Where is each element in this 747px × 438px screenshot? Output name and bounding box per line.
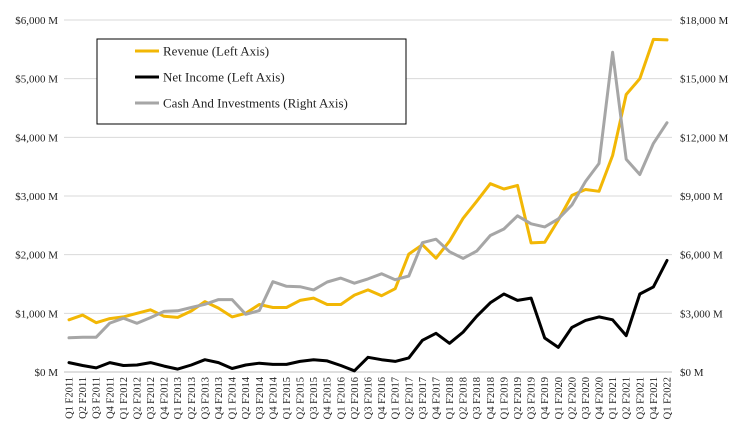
- x-axis-tick-label: Q3 F2014: [255, 376, 266, 419]
- left-axis-tick-label: $5,000 M: [15, 74, 58, 86]
- right-axis-tick-label: $9,000 M: [680, 191, 723, 203]
- x-axis-tick-label: Q2 F2017: [404, 377, 415, 419]
- x-axis-tick-label: Q1 F2011: [65, 377, 76, 419]
- x-axis-tick-label: Q4 F2015: [323, 377, 334, 419]
- right-axis-tick-label: $18,000 M: [680, 15, 729, 27]
- x-axis-tick-label: Q1 F2013: [173, 377, 184, 419]
- x-axis-tick-label: Q4 F2020: [595, 377, 606, 419]
- cash-and-investments-line: [67, 50, 669, 340]
- x-axis-tick-label: Q1 F2019: [499, 377, 510, 419]
- x-axis-tick-label: Q2 F2011: [78, 377, 89, 419]
- legend-box: [96, 38, 407, 125]
- left-axis-tick-label: $2,000 M: [15, 250, 58, 262]
- left-axis-tick-label: $1,000 M: [15, 308, 58, 320]
- x-axis-tick-label: Q2 F2013: [187, 377, 198, 419]
- x-axis-tick-label: Q1 F2012: [119, 377, 130, 419]
- series-lines: [67, 37, 669, 373]
- x-axis-tick-label: Q1 F2014: [228, 376, 239, 419]
- x-axis-tick-label: Q1 F2017: [391, 377, 402, 419]
- right-axis-tick-label: $12,000 M: [680, 132, 729, 144]
- x-axis-tick-label: Q1 F2022: [663, 377, 674, 419]
- x-axis-tick-label: Q4 F2014: [268, 376, 279, 419]
- x-axis-tick-label: Q3 F2020: [581, 377, 592, 419]
- x-axis-tick-label: Q4 F2018: [486, 377, 497, 419]
- legend-label: Net Income (Left Axis): [163, 70, 285, 85]
- legend-label: Revenue (Left Axis): [163, 44, 269, 59]
- right-axis-tick-label: $6,000 M: [680, 250, 723, 262]
- x-axis-tick-label: Q4 F2017: [431, 377, 442, 419]
- revenue-line: [67, 37, 669, 325]
- x-axis-tick-label: Q3 F2021: [635, 377, 646, 419]
- x-axis-tick-label: Q2 F2014: [241, 376, 252, 419]
- x-axis-tick-label: Q2 F2016: [350, 377, 361, 419]
- x-axis-tick-label: Q1 F2018: [445, 377, 456, 419]
- left-axis-tick-label: $6,000 M: [15, 15, 58, 27]
- legend: Revenue (Left Axis) Net Income (Left Axis…: [96, 38, 407, 125]
- left-axis-tick-label: $3,000 M: [15, 191, 58, 203]
- right-axis-ticks: $0 M $3,000 M $6,000 M $9,000 M $12,000 M $15…: [680, 15, 729, 379]
- x-axis-tick-label: Q4 F2013: [214, 377, 225, 419]
- x-axis-tick-label: Q3 F2019: [527, 377, 538, 419]
- x-axis-tick-label: Q2 F2020: [567, 377, 578, 419]
- x-axis-tick-label: Q3 F2015: [309, 377, 320, 419]
- legend-label: Cash And Investments (Right Axis): [163, 96, 348, 111]
- x-axis-tick-label: Q2 F2021: [622, 377, 633, 419]
- x-axis-tick-label: Q1 F2020: [554, 377, 565, 419]
- x-axis-tick-label: Q4 F2019: [540, 377, 551, 419]
- left-axis-tick-label: $0 M: [34, 367, 58, 379]
- x-axis-tick-label: Q3 F2018: [472, 377, 483, 419]
- x-axis-tick-label: Q2 F2019: [513, 377, 524, 419]
- right-axis-tick-label: $3,000 M: [680, 308, 723, 320]
- x-axis-ticks: Q1 F2011 Q2 F2011 Q3 F2011 Q4 F2011 Q1 F2012…: [65, 376, 674, 419]
- x-axis-tick-label: Q3 F2013: [200, 377, 211, 419]
- x-axis-tick-label: Q4 F2021: [649, 377, 660, 419]
- x-axis-tick-label: Q1 F2015: [282, 377, 293, 419]
- x-axis-tick-label: Q3 F2017: [418, 377, 429, 419]
- x-axis-tick-label: Q2 F2015: [296, 377, 307, 419]
- x-axis-tick-label: Q1 F2021: [608, 377, 619, 419]
- x-axis-tick-label: Q4 F2012: [160, 377, 171, 419]
- left-axis-ticks: $0 M $1,000 M $2,000 M $3,000 M $4,000 M $5,0…: [15, 15, 58, 379]
- left-axis-tick-label: $4,000 M: [15, 132, 58, 144]
- x-axis-tick-label: Q4 F2016: [377, 377, 388, 419]
- x-axis-tick-label: Q2 F2018: [459, 377, 470, 419]
- x-axis-tick-label: Q3 F2012: [146, 377, 157, 419]
- right-axis-tick-label: $0 M: [680, 367, 704, 379]
- x-axis-tick-label: Q2 F2012: [132, 377, 143, 419]
- x-axis-tick-label: Q1 F2016: [336, 377, 347, 419]
- right-axis-tick-label: $15,000 M: [680, 74, 729, 86]
- x-axis-tick-label: Q4 F2011: [105, 377, 116, 419]
- net-income-line: [67, 259, 669, 373]
- x-axis-tick-label: Q3 F2011: [92, 377, 103, 419]
- x-axis-tick-label: Q3 F2016: [364, 377, 375, 419]
